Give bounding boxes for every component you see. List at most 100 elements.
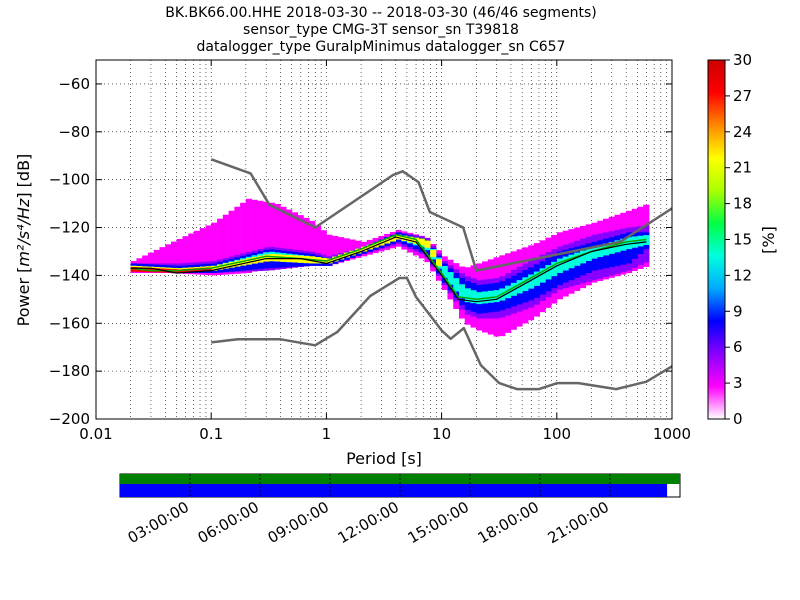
histogram-cell bbox=[447, 272, 454, 285]
time-tick-label: 12:00:00 bbox=[335, 498, 402, 547]
histogram-cell bbox=[240, 202, 247, 274]
y-axis-label-prefix: Power [ bbox=[14, 267, 33, 327]
histogram-cell bbox=[349, 239, 356, 260]
histogram-cell bbox=[487, 290, 494, 303]
colorbar-label: [%] bbox=[759, 226, 778, 254]
histogram-cell bbox=[159, 247, 166, 274]
histogram-cell bbox=[211, 222, 218, 276]
colorbar-tick-label: 30 bbox=[733, 51, 752, 69]
x-tick-label: 0.1 bbox=[199, 425, 223, 443]
histogram-cell bbox=[326, 258, 333, 264]
title-line-1: BK.BK66.00.HHE 2018-03-30 -- 2018-03-30 … bbox=[165, 5, 597, 21]
histogram-cell bbox=[522, 277, 529, 292]
histogram-cell bbox=[349, 250, 356, 256]
colorbar-tick-label: 27 bbox=[733, 87, 752, 105]
histogram-cell bbox=[251, 257, 258, 264]
histogram-cell bbox=[424, 240, 431, 248]
histogram-cell bbox=[343, 252, 350, 258]
histogram-cell bbox=[441, 265, 448, 278]
histogram-cell bbox=[545, 265, 552, 280]
title-line-3: datalogger_type GuralpMinimus datalogger… bbox=[197, 39, 566, 55]
y-tick-label: −180 bbox=[49, 362, 90, 380]
histogram-cell bbox=[418, 238, 425, 246]
colorbar-tick-label: 6 bbox=[733, 338, 743, 356]
histogram-cell bbox=[222, 214, 229, 275]
time-tick-label: 21:00:00 bbox=[545, 498, 612, 547]
histogram-cell bbox=[464, 288, 471, 303]
histogram-cell bbox=[251, 199, 258, 272]
y-tick-label: −140 bbox=[49, 266, 90, 284]
histogram-cell bbox=[470, 290, 477, 304]
histogram-cell bbox=[482, 291, 489, 304]
x-axis-label: Period [s] bbox=[346, 449, 422, 468]
low-noise-model-curve bbox=[211, 276, 672, 391]
histogram-cell bbox=[505, 285, 512, 299]
colorbar: 0 3 6 9 12 15 18 21 24 27 30 [%] bbox=[707, 51, 778, 428]
y-tick-label: −160 bbox=[49, 314, 90, 332]
time-tick-label: 15:00:00 bbox=[405, 498, 472, 547]
histogram-cell bbox=[176, 238, 183, 274]
histogram-cell bbox=[407, 236, 414, 243]
histogram-cell bbox=[268, 202, 275, 268]
histogram-cell bbox=[430, 249, 437, 258]
histogram-cell bbox=[320, 230, 327, 266]
histogram-cell bbox=[314, 225, 322, 265]
histogram-cell bbox=[303, 217, 310, 264]
histogram-cell bbox=[585, 248, 592, 262]
mode-curve bbox=[130, 236, 647, 303]
chart-title: BK.BK66.00.HHE 2018-03-30 -- 2018-03-30 … bbox=[165, 5, 597, 55]
histogram-cell bbox=[591, 246, 598, 259]
histogram-cell bbox=[637, 235, 644, 247]
histogram-cell bbox=[597, 245, 604, 258]
histogram-cell bbox=[263, 201, 270, 269]
x-tick-label: 10 bbox=[432, 425, 451, 443]
histogram-cell bbox=[228, 262, 235, 268]
histogram-cell bbox=[401, 235, 408, 241]
x-tick-label: 0.01 bbox=[79, 425, 112, 443]
histogram-cell bbox=[205, 267, 212, 272]
colorbar-scale bbox=[707, 59, 726, 420]
y-axis: −200 −180 −160 −140 −120 −100 −80 −60 bbox=[49, 75, 672, 428]
histogram-cell bbox=[205, 225, 212, 276]
histogram-cell bbox=[268, 254, 275, 262]
x-tick-label: 100 bbox=[542, 425, 571, 443]
colorbar-tick-label: 15 bbox=[733, 231, 752, 249]
histogram-cell bbox=[476, 292, 483, 305]
histogram-cell bbox=[412, 237, 419, 244]
colorbar-tick-label: 3 bbox=[733, 374, 743, 392]
histogram-cell bbox=[338, 254, 345, 260]
y-axis-label: Power [m²/s⁴/Hz] [dB] bbox=[14, 154, 33, 327]
y-tick-label: −200 bbox=[49, 410, 90, 428]
histogram-cell bbox=[326, 234, 333, 266]
histogram-cell bbox=[574, 252, 581, 266]
histogram-cell bbox=[182, 236, 189, 274]
colorbar-tick-label: 18 bbox=[733, 195, 752, 213]
y-tick-label: −100 bbox=[49, 171, 90, 189]
histogram-cell bbox=[280, 206, 287, 266]
time-coverage-bar: 03:00:00 06:00:00 09:00:00 12:00:00 15:00:00… bbox=[119, 473, 681, 547]
histogram-cell bbox=[309, 220, 316, 264]
histogram-cell bbox=[631, 236, 638, 248]
time-tick-label: 18:00:00 bbox=[475, 498, 542, 547]
histogram-cell bbox=[626, 237, 633, 250]
histogram-cell bbox=[240, 259, 247, 266]
histogram-cell bbox=[217, 264, 224, 270]
histogram-cell bbox=[176, 269, 183, 273]
histogram-cell bbox=[228, 210, 235, 275]
plot-frame bbox=[95, 59, 673, 420]
histogram-cell bbox=[332, 256, 339, 262]
histogram-cell bbox=[165, 244, 172, 274]
colorbar-tick-label: 12 bbox=[733, 266, 752, 284]
histogram-cell bbox=[194, 230, 201, 275]
histogram-cell bbox=[245, 198, 252, 274]
histogram-cell bbox=[579, 250, 587, 264]
histogram-cell bbox=[234, 260, 241, 267]
colorbar-tick-label: 21 bbox=[733, 159, 752, 177]
histogram-cell bbox=[366, 244, 373, 250]
colorbar-ticks: 0 3 6 9 12 15 18 21 24 27 30 bbox=[725, 51, 752, 428]
histogram-cell bbox=[257, 255, 264, 263]
time-tick-label: 06:00:00 bbox=[195, 498, 262, 547]
histogram-cell bbox=[274, 203, 281, 266]
histogram-cell bbox=[217, 218, 224, 275]
